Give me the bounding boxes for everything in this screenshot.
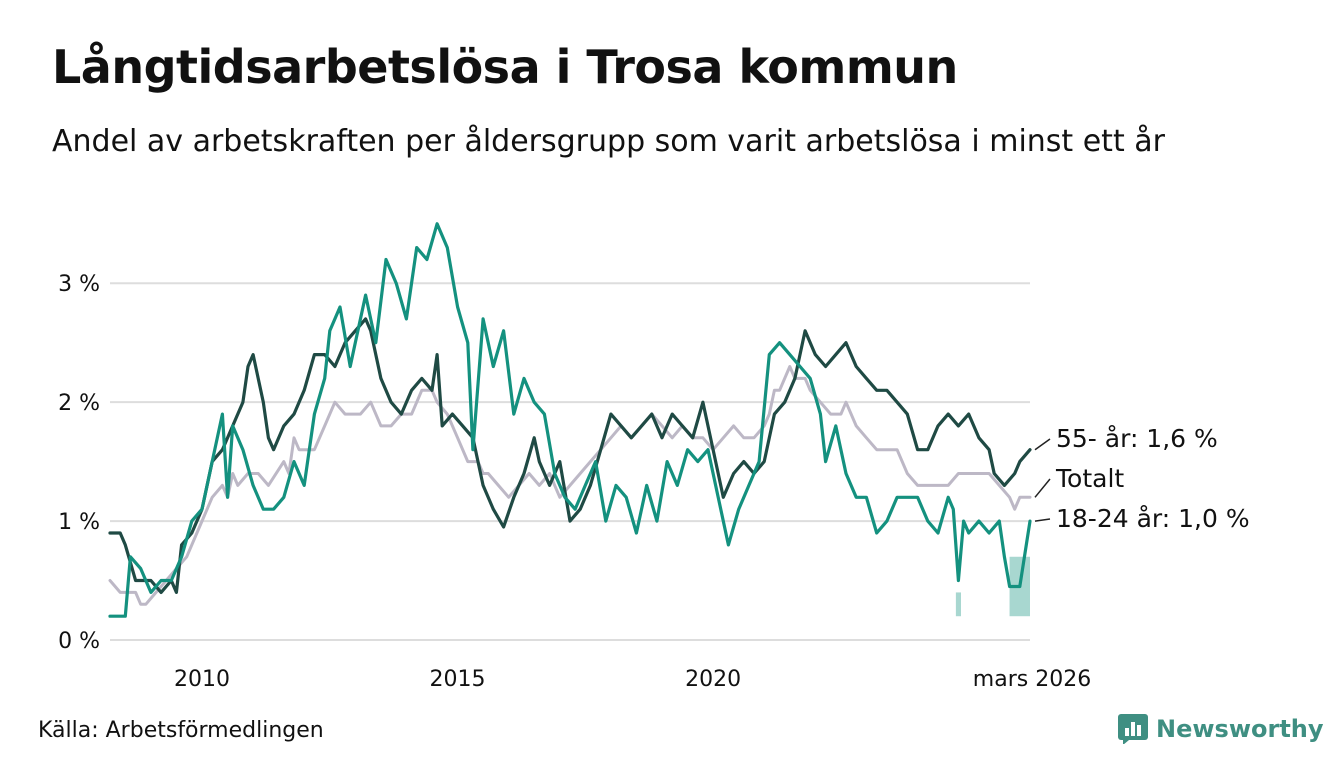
end-label: 55- år: 1,6 %: [1056, 424, 1218, 453]
y-tick-label: 1 %: [58, 510, 100, 535]
grid-lines: [110, 282, 1030, 641]
y-tick-label: 3 %: [58, 272, 100, 297]
brand-name: Newsworthy: [1156, 715, 1324, 743]
end-label-leader: [1034, 518, 1051, 522]
y-tick-label: 0 %: [58, 629, 100, 654]
end-label-leader: [1034, 438, 1051, 451]
series-line-2: [108, 222, 1032, 618]
series-lines: [108, 222, 1032, 618]
newsworthy-logo-icon: [1118, 714, 1148, 744]
chart-title: Långtidsarbetslösa i Trosa kommun: [52, 40, 958, 94]
y-axis-ticks: 0 % 1 % 2 % 3 %: [58, 272, 100, 654]
source-note: Källa: Arbetsförmedlingen: [38, 718, 324, 743]
series-line-0: [108, 365, 1032, 606]
chart-subtitle: Andel av arbetskraften per åldersgrupp s…: [52, 124, 1165, 159]
end-label: Totalt: [1055, 464, 1124, 493]
series-line-1: [108, 317, 1032, 594]
brand-logo: Newsworthy: [1118, 714, 1324, 744]
y-tick-label: 2 %: [58, 391, 100, 416]
x-tick-label: mars 2026: [973, 667, 1091, 692]
x-tick-label: 2015: [430, 667, 486, 692]
end-labels: Totalt 55- år: 1,6 % 18-24 år: 1,0 %: [1034, 424, 1250, 533]
x-axis-ticks: 2010 2015 2020 mars 2026: [174, 667, 1091, 692]
line-chart: 0 % 1 % 2 % 3 % 2010 2015 2020 mars 2026 Total…: [58, 222, 1250, 692]
end-label: 18-24 år: 1,0 %: [1056, 504, 1250, 533]
x-tick-label: 2010: [174, 667, 230, 692]
end-label-leader: [1034, 478, 1051, 498]
x-tick-label: 2020: [685, 667, 741, 692]
uncertainty-band-0: [955, 592, 961, 617]
